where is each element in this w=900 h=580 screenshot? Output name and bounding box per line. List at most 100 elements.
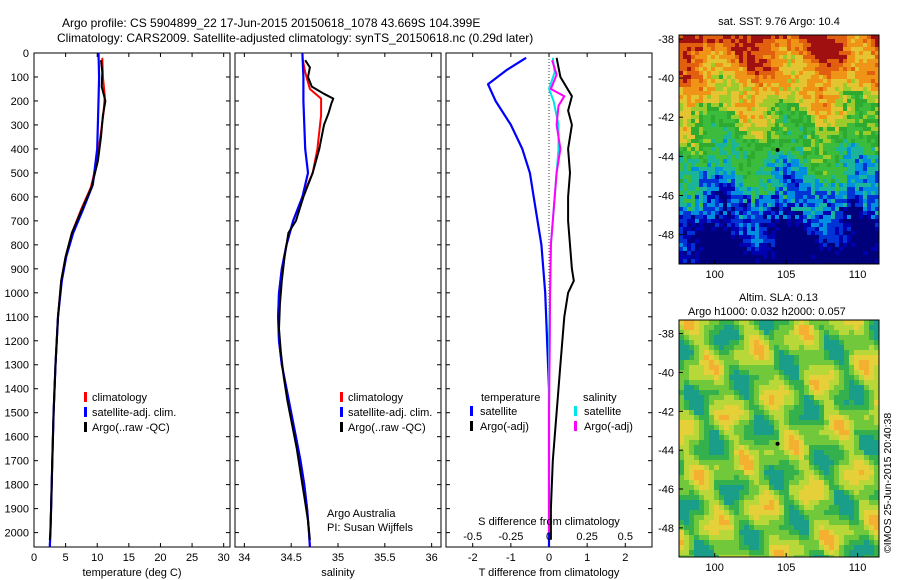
annotation-text: PI: Susan Wijffels [327,522,413,534]
header-line-1: Argo profile: CS 5904899_22 17-Jun-2015 … [62,16,481,30]
map-y-tick-label: -46 [658,484,674,496]
map-y-tick-label: -46 [658,190,674,202]
y-tick-label: 1900 [5,504,29,516]
map-panel-sst_map: -38 -40 -42 -44 -46 -48 100 105 110 sat. SST: 9.7… [658,16,880,281]
salinity-tick-label: 0 [546,531,552,543]
series-line-argo [549,57,575,540]
salinity-tick-label: -0.5 [463,531,482,543]
map-y-tick-label: -48 [658,523,674,535]
legend-swatch [574,421,577,431]
legend-label: Argo(-adj) [480,421,529,433]
legend-label: Argo(..raw -QC) [92,422,170,434]
y-tick-label: 1400 [5,384,29,396]
x-tick-label: 0 [546,552,552,564]
legend-label: satellite [584,406,621,418]
x-tick-label: 35.5 [374,552,395,564]
x-tick-label: 20 [154,552,166,564]
x-tick-label: 25 [186,552,198,564]
legend-label: Argo(..raw -QC) [348,422,426,434]
y-tick-label: 500 [11,168,29,180]
legend-swatch [84,422,87,432]
map-y-tick-label: -38 [658,34,674,46]
y-tick-label: 1300 [5,360,29,372]
x-tick-label: 10 [91,552,103,564]
x-tick-label: 34.5 [280,552,301,564]
map-y-tick-label: -48 [658,230,674,242]
y-tick-label: 1800 [5,480,29,492]
series-line-argo [48,60,107,540]
x-tick-label: 1 [584,552,590,564]
map-x-tick-label: 100 [706,269,724,281]
profile-panel-temperature: 0100200300400500600700800900100011001200… [5,48,231,579]
sla-map-title: Altim. SLA: 0.13 [739,292,818,304]
y-tick-label: 800 [11,240,29,252]
x-tick-label: 30 [218,552,230,564]
x-tick-label: 5 [63,552,69,564]
x-axis-label: salinity [321,567,355,579]
x-tick-label: 35 [332,552,344,564]
y-tick-label: 300 [11,120,29,132]
map-x-tick-label: 105 [777,562,795,574]
map-y-tick-label: -42 [658,406,674,418]
legend-swatch [340,422,343,432]
map-color-field [679,320,880,558]
legend-swatch [340,407,343,417]
x-tick-label: 0 [31,552,37,564]
y-tick-label: 100 [11,72,29,84]
map-color-field [679,35,880,265]
y-tick-label: 200 [11,96,29,108]
y-tick-label: 1700 [5,456,29,468]
y-tick-label: 2000 [5,528,29,540]
series-line-satellite [277,52,311,548]
y-tick-label: 400 [11,144,29,156]
salinity-tick-label: 0.25 [576,531,597,543]
sst-map-title: sat. SST: 9.76 Argo: 10.4 [718,16,840,28]
legend-label: climatology [92,392,148,404]
map-frame [678,319,880,558]
legend-swatch [470,421,473,431]
map-y-tick-label: -40 [658,367,674,379]
y-tick-label: 600 [11,192,29,204]
axes-frame [33,52,231,548]
y-tick-label: 700 [11,216,29,228]
legend-label: satellite-adj. clim. [92,407,176,419]
map-y-tick-label: -40 [658,73,674,85]
legend-label: satellite-adj. clim. [348,407,432,419]
y-tick-label: 1000 [5,288,29,300]
map-x-tick-label: 105 [777,269,795,281]
y-tick-label: 0 [23,48,29,60]
legend-header: temperature [481,392,540,404]
y-tick-label: 1100 [5,312,29,324]
sla-map-title: Argo h1000: 0.032 h2000: 0.057 [688,306,846,318]
map-y-tick-label: -42 [658,112,674,124]
legend-swatch [84,407,87,417]
legend-swatch [470,406,473,416]
y-tick-label: 1600 [5,432,29,444]
axes-frame [234,52,442,548]
legend-header: salinity [583,392,617,404]
imos-timestamp: ©IMOS 25-Jun-2015 20:40:38 [882,412,894,553]
y-tick-label: 900 [11,264,29,276]
x-tick-label: 36 [426,552,438,564]
map-y-tick-label: -44 [658,445,674,457]
legend-swatch [340,392,343,402]
map-x-tick-label: 110 [849,562,867,574]
legend-label: satellite [480,406,517,418]
legend-swatch [84,392,87,402]
x-tick-label: 34 [238,552,250,564]
map-x-tick-label: 100 [706,562,724,574]
float-position-marker [775,147,780,152]
series-line-sal_argo [548,59,566,533]
legend-swatch [574,406,577,416]
y-tick-label: 1200 [5,336,29,348]
series-line-argo [278,59,335,540]
salinity-axis-label: S difference from climatology [478,516,620,528]
map-frame [678,34,880,265]
legend-label: climatology [348,392,404,404]
map-panel-sla_map: -38 -40 -42 -44 -46 -48 100 105 110 Altim. SLA: 0… [658,292,880,574]
annotation-text: Argo Australia [327,508,396,520]
profile-panel-salinity: 34 34.5 35 35.5 36 salinity climatology satelli… [234,52,442,579]
y-tick-label: 1500 [5,408,29,420]
salinity-tick-label: 0.5 [618,531,633,543]
